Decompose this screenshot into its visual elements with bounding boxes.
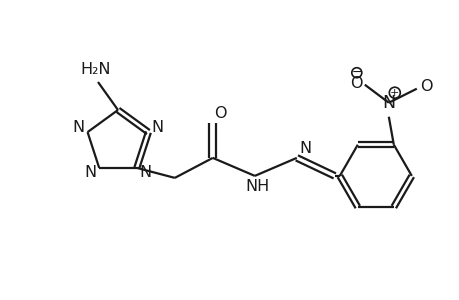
Text: NH: NH [245,179,269,194]
Text: +: + [389,88,398,98]
Text: N: N [84,165,96,180]
Text: N: N [299,141,311,156]
Text: N: N [381,94,395,112]
Text: O: O [214,106,227,122]
Text: N: N [140,165,151,180]
Text: O: O [350,76,362,91]
Text: O: O [420,79,432,94]
Text: −: − [351,66,361,79]
Text: N: N [151,120,163,135]
Text: H₂N: H₂N [81,61,111,76]
Text: N: N [73,120,84,135]
